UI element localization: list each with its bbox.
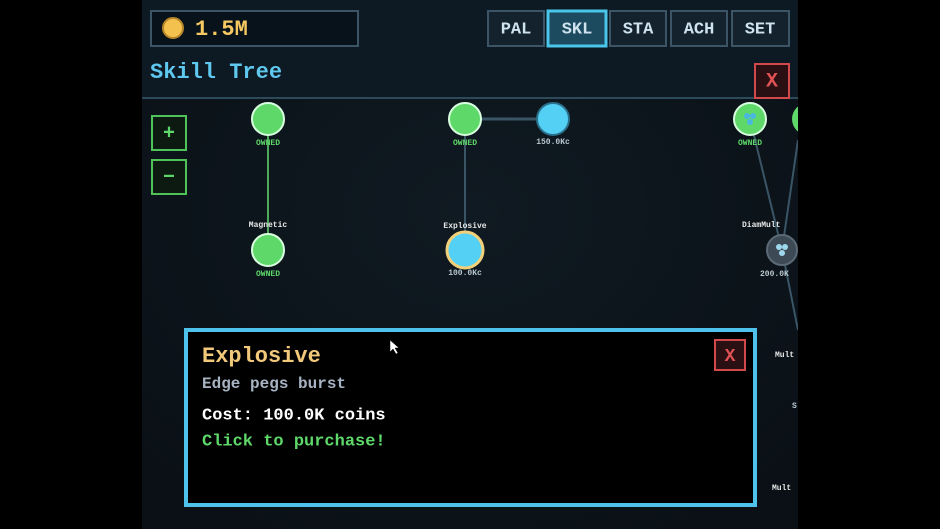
popup-title: Explosive xyxy=(202,344,321,369)
popup-close[interactable] xyxy=(714,339,746,371)
node-label: Explosive xyxy=(443,222,486,231)
node-label: Magnetic xyxy=(249,221,288,230)
node-status: 200.0K xyxy=(760,270,789,279)
tab[interactable] xyxy=(487,10,545,47)
node-status: OWNED xyxy=(453,139,477,148)
skill-node[interactable] xyxy=(792,103,824,135)
node-label: S xyxy=(792,402,797,411)
tab-label[interactable]: SKL xyxy=(562,20,593,39)
link xyxy=(749,118,783,251)
skill-node[interactable] xyxy=(448,102,482,136)
tab[interactable] xyxy=(670,10,728,47)
tab-label[interactable]: STA xyxy=(623,20,654,39)
node-status: OWNED xyxy=(256,270,280,279)
zoom-out-label[interactable]: − xyxy=(163,166,175,189)
skill-node[interactable] xyxy=(251,102,285,136)
tab[interactable] xyxy=(731,10,790,47)
node-icon xyxy=(779,250,785,256)
coin-box xyxy=(150,10,359,47)
skill-node[interactable] xyxy=(536,102,570,136)
zoom-in[interactable] xyxy=(151,115,187,151)
coin-icon xyxy=(162,17,184,39)
node-status: OWNED xyxy=(738,139,762,148)
popup-cost: Cost: 100.0K coins xyxy=(202,406,386,425)
skill-node[interactable] xyxy=(251,233,285,267)
node-icon xyxy=(750,113,756,119)
node-status: OWNED xyxy=(256,139,280,148)
popup xyxy=(184,328,757,507)
close-label[interactable]: X xyxy=(766,70,778,93)
skill-node-selected[interactable] xyxy=(445,230,485,270)
tab-label[interactable]: SET xyxy=(745,20,776,39)
tab-active[interactable] xyxy=(546,9,608,48)
node-icon xyxy=(782,244,788,250)
popup-action[interactable]: Click to purchase! xyxy=(202,432,386,451)
title: Skill Tree xyxy=(150,60,282,85)
coin-count: 1.5M xyxy=(195,17,248,42)
popup-close-label[interactable]: X xyxy=(725,347,736,367)
node-label: DiamMult xyxy=(742,221,781,230)
link xyxy=(781,139,798,251)
tab-label[interactable]: ACH xyxy=(684,20,715,39)
node-label: Mult xyxy=(775,351,794,360)
panel: 1.5M PAL SKL STA ACH SET Skill Tree X + … xyxy=(142,0,824,529)
cursor xyxy=(389,339,400,355)
zoom-out[interactable] xyxy=(151,159,187,195)
tab[interactable] xyxy=(609,10,667,47)
popup-description: Edge pegs burst xyxy=(202,375,346,393)
node-status: 100.0Kc xyxy=(448,269,482,278)
node-icon xyxy=(747,119,753,125)
zoom-in-label[interactable]: + xyxy=(163,122,175,145)
node-icon xyxy=(776,244,782,250)
close-button[interactable] xyxy=(754,63,790,99)
node-label: Mult xyxy=(772,484,791,493)
tab-label[interactable]: PAL xyxy=(501,20,532,39)
node-status: 150.0Kc xyxy=(536,138,570,147)
node-icon xyxy=(744,113,750,119)
